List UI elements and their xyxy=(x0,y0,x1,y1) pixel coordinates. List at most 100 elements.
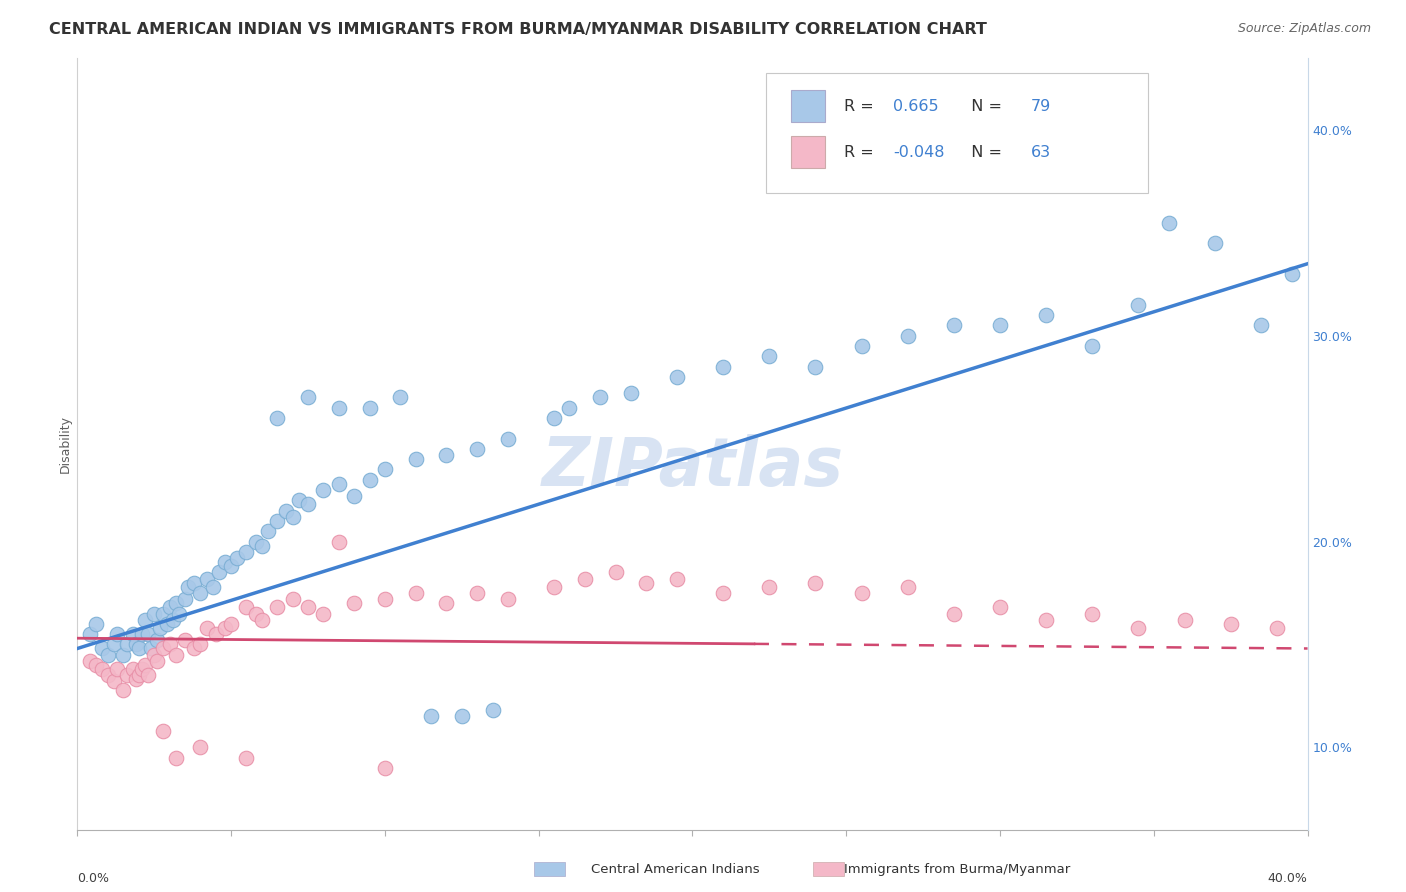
Y-axis label: Disability: Disability xyxy=(59,415,72,473)
Bar xyxy=(813,862,844,876)
Point xyxy=(711,586,734,600)
Point xyxy=(1081,607,1104,621)
Point xyxy=(1250,318,1272,333)
Point xyxy=(214,555,236,569)
Point xyxy=(897,580,920,594)
Point xyxy=(143,648,166,662)
Point xyxy=(496,432,519,446)
Point xyxy=(121,627,143,641)
Point xyxy=(343,596,366,610)
Point xyxy=(281,509,304,524)
Point xyxy=(125,637,148,651)
Point xyxy=(257,524,280,539)
Point xyxy=(79,654,101,668)
Point xyxy=(942,607,965,621)
Text: CENTRAL AMERICAN INDIAN VS IMMIGRANTS FROM BURMA/MYANMAR DISABILITY CORRELATION : CENTRAL AMERICAN INDIAN VS IMMIGRANTS FR… xyxy=(49,22,987,37)
Point xyxy=(167,607,190,621)
Point xyxy=(389,391,412,405)
Point xyxy=(481,703,503,717)
Point xyxy=(1035,613,1057,627)
Point xyxy=(1174,613,1197,627)
Point xyxy=(276,503,298,517)
Point xyxy=(141,641,163,656)
Point xyxy=(1281,267,1303,281)
Point xyxy=(574,572,596,586)
Point xyxy=(201,580,224,594)
Point xyxy=(988,600,1011,615)
Point xyxy=(174,592,197,607)
Point xyxy=(121,662,143,676)
Point xyxy=(103,674,125,689)
Point xyxy=(266,514,288,528)
Point xyxy=(312,607,335,621)
Point xyxy=(165,596,187,610)
Text: N =: N = xyxy=(960,145,1007,161)
Text: Central American Indians: Central American Indians xyxy=(591,863,759,876)
Point xyxy=(188,586,212,600)
Point xyxy=(436,596,458,610)
Text: 0.665: 0.665 xyxy=(893,99,939,114)
Point xyxy=(666,370,689,384)
Point xyxy=(374,761,396,775)
Point xyxy=(146,633,169,648)
Point xyxy=(374,462,396,476)
Point xyxy=(115,668,138,682)
Point xyxy=(328,401,350,415)
Point xyxy=(165,750,187,764)
Point xyxy=(1204,236,1226,251)
Point xyxy=(1159,216,1181,230)
Text: 79: 79 xyxy=(1031,99,1052,114)
Point xyxy=(436,448,458,462)
Text: R =: R = xyxy=(844,145,879,161)
Point xyxy=(589,391,612,405)
Point xyxy=(250,539,273,553)
Point xyxy=(297,498,319,512)
Point xyxy=(97,648,120,662)
Point xyxy=(159,637,181,651)
Text: Immigrants from Burma/Myanmar: Immigrants from Burma/Myanmar xyxy=(844,863,1070,876)
Point xyxy=(204,627,226,641)
Point xyxy=(359,473,381,487)
Point xyxy=(125,673,148,687)
Point xyxy=(235,545,257,559)
Point xyxy=(328,534,350,549)
Point xyxy=(1128,298,1150,312)
Point xyxy=(165,648,187,662)
Point xyxy=(136,668,159,682)
Point xyxy=(103,637,125,651)
Point xyxy=(214,621,236,635)
Point xyxy=(758,580,780,594)
Point xyxy=(1128,621,1150,635)
Point xyxy=(758,349,780,363)
Point xyxy=(155,616,177,631)
Point xyxy=(149,621,172,635)
Point xyxy=(146,654,169,668)
FancyBboxPatch shape xyxy=(792,136,825,169)
Point xyxy=(131,627,153,641)
Point xyxy=(496,592,519,607)
Point xyxy=(851,339,873,353)
Point xyxy=(235,600,257,615)
Point xyxy=(159,600,181,615)
Point xyxy=(1081,339,1104,353)
Text: ZIPatlas: ZIPatlas xyxy=(541,434,844,500)
Point xyxy=(84,616,107,631)
Point xyxy=(250,613,273,627)
Point xyxy=(804,359,827,374)
Point xyxy=(988,318,1011,333)
Point xyxy=(134,613,156,627)
Point xyxy=(84,657,107,672)
Point xyxy=(134,657,156,672)
Point xyxy=(245,534,267,549)
Point xyxy=(620,386,643,401)
Point xyxy=(405,586,427,600)
Point xyxy=(636,575,658,590)
Point xyxy=(266,600,288,615)
Point xyxy=(245,607,267,621)
Point xyxy=(183,641,205,656)
Point xyxy=(226,551,249,566)
Point xyxy=(152,723,174,738)
Point xyxy=(195,621,218,635)
Point xyxy=(804,575,827,590)
Point xyxy=(188,740,212,755)
